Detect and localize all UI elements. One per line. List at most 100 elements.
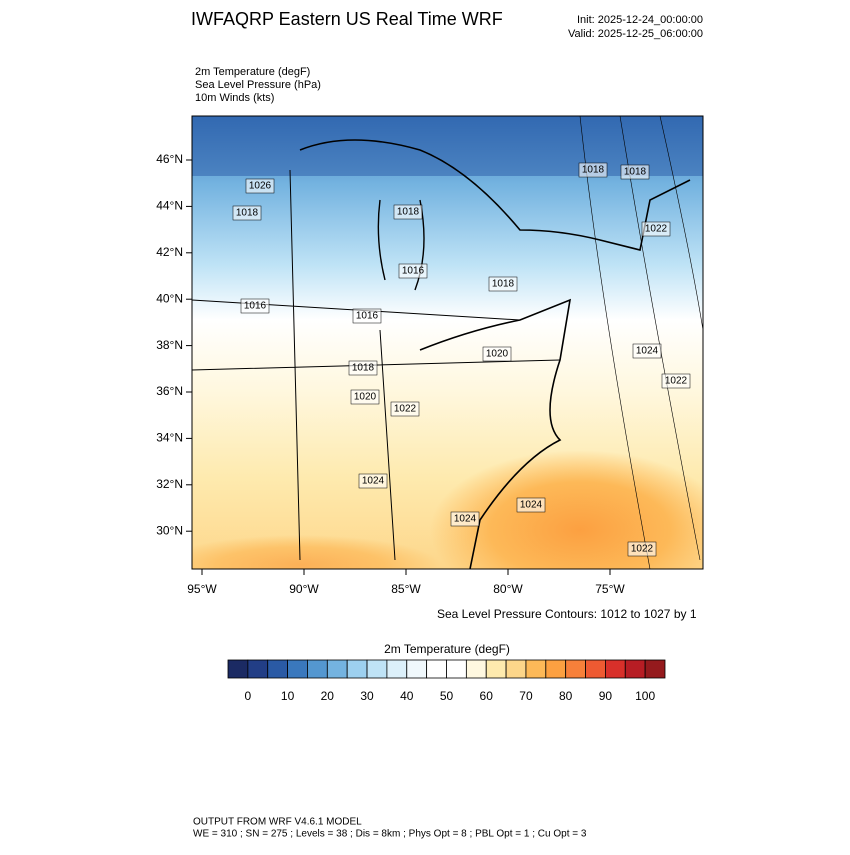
colorbar-box — [406, 659, 428, 679]
contour-label-box — [516, 497, 546, 513]
valid-time: Valid: 2025-12-25_06:00:00 — [568, 28, 703, 40]
colorbar-label: 90 — [599, 689, 613, 703]
contour-label: 1018 — [582, 165, 605, 176]
contour-label: 1016 — [402, 266, 425, 277]
contour-label: 1018 — [352, 363, 375, 374]
contour-label-box — [661, 373, 691, 389]
contour-note: Sea Level Pressure Contours: 1012 to 102… — [437, 607, 697, 621]
contour-label-box — [488, 276, 518, 292]
colorbar-box — [386, 659, 408, 679]
lon-label: 85°W — [391, 582, 421, 596]
title: IWFAQRP Eastern US Real Time WRF — [191, 9, 503, 29]
lat-label: 32°N — [156, 477, 183, 491]
colorbar-box — [446, 659, 467, 679]
contour-label-box — [627, 541, 657, 557]
contour-label: 1016 — [356, 311, 379, 322]
colorbar-box — [505, 659, 527, 679]
contour-label: 1018 — [492, 279, 515, 290]
footer-line: OUTPUT FROM WRF V4.6.1 MODEL — [193, 817, 362, 828]
colorbar-label: 60 — [480, 689, 494, 703]
colorbar-box — [426, 659, 447, 679]
contour-label-box — [232, 205, 262, 221]
contour-label-box — [450, 511, 480, 527]
contour-label-box — [390, 401, 420, 417]
field-label: 2m Temperature (degF) — [195, 66, 310, 78]
colorbar-box — [465, 659, 487, 679]
lat-label: 40°N — [156, 291, 183, 305]
colorbar-box — [585, 659, 606, 679]
contour-label: 1018 — [236, 208, 259, 219]
colorbar-label: 40 — [400, 689, 414, 703]
lon-label: 90°W — [289, 582, 319, 596]
field-label: Sea Level Pressure (hPa) — [195, 79, 321, 91]
colorbar-box — [525, 659, 547, 679]
contour-label-box — [245, 178, 275, 194]
contour-label: 1018 — [397, 207, 420, 218]
colorbar-box — [307, 659, 328, 679]
map-field — [192, 116, 703, 569]
colorbar-box — [346, 659, 368, 679]
colorbar-label: 50 — [440, 689, 454, 703]
lon-label: 75°W — [595, 582, 625, 596]
contour-label: 1020 — [354, 392, 377, 403]
contour-label: 1024 — [362, 476, 385, 487]
colorbar-box — [267, 659, 288, 679]
contour-label-box — [578, 162, 608, 178]
field-label: 10m Winds (kts) — [195, 92, 274, 104]
contour-label-box — [348, 360, 378, 376]
contour-label: 1022 — [665, 376, 688, 387]
footer-line: WE = 310 ; SN = 275 ; Levels = 38 ; Dis … — [193, 829, 587, 840]
contour-label: 1018 — [624, 167, 647, 178]
colorbar-box — [227, 659, 249, 679]
contour-label: 1026 — [249, 181, 272, 192]
contour-label-box — [632, 343, 662, 359]
colorbar-box — [326, 659, 348, 679]
colorbar-box — [366, 659, 388, 679]
colorbar-box — [545, 659, 567, 679]
lat-label: 34°N — [156, 431, 183, 445]
colorbar-title: 2m Temperature (degF) — [384, 642, 510, 656]
colorbar-label: 70 — [519, 689, 533, 703]
contour-label: 1020 — [486, 349, 509, 360]
colorbar-box — [624, 659, 646, 679]
map-frame — [191, 115, 704, 570]
colorbar-box — [287, 659, 308, 679]
init-time: Init: 2025-12-24_00:00:00 — [577, 14, 703, 26]
colorbar-label: 0 — [245, 689, 252, 703]
colorbar-box — [565, 659, 586, 679]
contour-label-box — [398, 263, 428, 279]
lat-label: 30°N — [156, 523, 183, 537]
colorbar-box — [485, 659, 507, 679]
contour-label-box — [641, 221, 671, 237]
contour-label-box — [350, 389, 380, 405]
contour-label-box — [240, 298, 270, 314]
lat-label: 46°N — [156, 152, 183, 166]
colorbar-box — [247, 659, 269, 679]
contour-label-box — [352, 308, 382, 324]
colorbar-label: 30 — [360, 689, 374, 703]
contour-label: 1024 — [520, 500, 543, 511]
contour-label: 1024 — [636, 346, 659, 357]
contour-label: 1022 — [631, 544, 654, 555]
contour-label-box — [482, 346, 512, 362]
colorbar-label: 80 — [559, 689, 573, 703]
lat-label: 42°N — [156, 245, 183, 259]
lon-label: 95°W — [187, 582, 217, 596]
contour-label-box — [393, 204, 423, 220]
colorbar-box — [605, 659, 626, 679]
colorbar-label: 100 — [635, 689, 655, 703]
contour-label-box — [620, 164, 650, 180]
lat-label: 44°N — [156, 199, 183, 213]
contour-label: 1022 — [394, 404, 417, 415]
lon-label: 80°W — [493, 582, 523, 596]
contour-label: 1016 — [244, 301, 267, 312]
lat-label: 36°N — [156, 384, 183, 398]
contour-label-box — [358, 473, 388, 489]
colorbar-label: 10 — [281, 689, 295, 703]
colorbar-label: 20 — [321, 689, 335, 703]
lat-label: 38°N — [156, 338, 183, 352]
contour-label: 1022 — [645, 224, 668, 235]
colorbar-box — [644, 659, 666, 679]
contour-label: 1024 — [454, 514, 477, 525]
